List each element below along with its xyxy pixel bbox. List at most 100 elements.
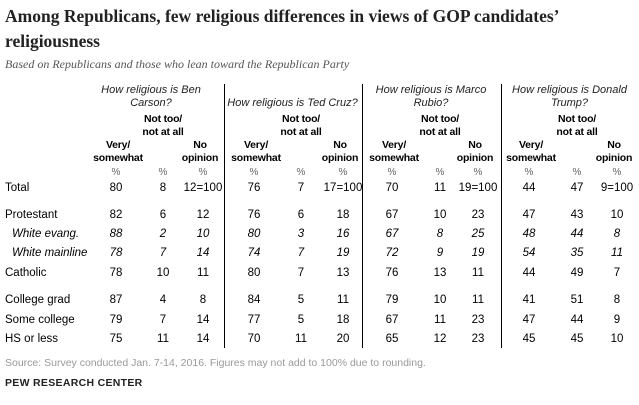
unit-label: %	[387, 167, 397, 178]
table-cell: 10	[433, 209, 447, 221]
table-cell: 7	[613, 267, 621, 279]
table-cell: 77	[247, 314, 261, 326]
table-cell: 67	[385, 228, 399, 240]
table-cell: 11	[434, 182, 446, 194]
table-cell: 75	[109, 333, 123, 345]
table-cell: 80	[247, 267, 261, 279]
chart-subtitle: Based on Republicans and those who lean …	[5, 57, 350, 71]
row-label: Some college	[5, 314, 75, 326]
table-cell: 79	[109, 314, 123, 326]
table-cell: 6	[159, 209, 167, 221]
column-header: No opinion	[181, 139, 219, 164]
table-cell: 7	[159, 314, 167, 326]
table-cell: 43	[570, 209, 584, 221]
table-cell: 11	[434, 314, 446, 326]
table-cell: 10	[196, 228, 210, 240]
column-header: Very/ somewhat	[369, 139, 419, 164]
table-cell: 5	[297, 314, 305, 326]
table-cell: 78	[109, 247, 123, 259]
unit-label: %	[524, 167, 534, 178]
table-cell: 51	[570, 294, 584, 306]
table-cell: 87	[109, 294, 123, 306]
table-cell: 49	[570, 267, 584, 279]
source-note: Source: Survey conducted Jan. 7-14, 2016…	[5, 357, 426, 369]
table-cell: 79	[385, 294, 399, 306]
unit-label: %	[572, 167, 582, 178]
table-cell: 14	[196, 314, 210, 326]
table-cell: 4	[159, 294, 167, 306]
table-cell: 7	[297, 182, 305, 194]
unit-label: %	[296, 167, 306, 178]
table-cell: 17=100	[323, 182, 363, 194]
table-cell: 16	[336, 228, 350, 240]
table-cell: 19	[471, 247, 485, 259]
table-cell: 65	[385, 333, 399, 345]
table-cell: 76	[247, 182, 261, 194]
table-cell: 11	[157, 333, 169, 345]
table-cell: 10	[610, 333, 624, 345]
column-divider	[501, 84, 502, 348]
table-cell: 11	[337, 294, 349, 306]
table-cell: 2	[159, 228, 167, 240]
group-question: How religious is Marco Rubio?	[375, 84, 487, 109]
table-cell: 67	[385, 209, 399, 221]
org-name: PEW RESEARCH CENTER	[5, 377, 143, 389]
table-cell: 18	[336, 314, 350, 326]
row-label: White evang.	[12, 228, 80, 240]
unit-label: %	[111, 167, 121, 178]
table-cell: 9=100	[600, 182, 634, 194]
column-divider	[362, 84, 363, 348]
table-cell: 11	[472, 267, 484, 279]
table-cell: 7	[159, 247, 167, 259]
table-cell: 76	[385, 267, 399, 279]
column-header: No opinion	[456, 139, 494, 164]
table-cell: 11	[197, 267, 209, 279]
table-cell: 14	[196, 333, 210, 345]
table-cell: 23	[471, 209, 485, 221]
table-cell: 8	[436, 228, 444, 240]
unit-label: %	[612, 167, 622, 178]
table-cell: 47	[522, 314, 536, 326]
row-label: Catholic	[5, 267, 47, 279]
table-cell: 25	[471, 228, 485, 240]
table-cell: 11	[295, 333, 307, 345]
table-cell: 12	[433, 333, 447, 345]
column-header: No opinion	[321, 139, 359, 164]
table-cell: 45	[522, 333, 536, 345]
table-cell: 13	[433, 267, 447, 279]
unit-label: %	[249, 167, 259, 178]
table-cell: 45	[570, 333, 584, 345]
group-question: How religious is Ben Carson?	[101, 84, 201, 109]
table-cell: 14	[196, 247, 210, 259]
group-question: How religious is Ted Cruz?	[227, 97, 358, 109]
table-cell: 10	[610, 209, 624, 221]
table-cell: 8	[613, 228, 621, 240]
table-cell: 44	[570, 314, 584, 326]
row-label: Total	[5, 182, 30, 194]
table-cell: 23	[471, 314, 485, 326]
column-header: Not too/ not at all	[419, 113, 461, 138]
table-cell: 6	[297, 209, 305, 221]
table-cell: 44	[522, 182, 536, 194]
table-cell: 8	[159, 182, 167, 194]
table-cell: 9	[436, 247, 444, 259]
column-header: Very/ somewhat	[231, 139, 281, 164]
table-cell: 47	[570, 182, 584, 194]
table-cell: 12	[196, 209, 210, 221]
column-header: Not too/ not at all	[142, 113, 184, 138]
group-question: How religious is Donald Trump?	[512, 84, 627, 109]
table-cell: 20	[336, 333, 350, 345]
table-cell: 7	[297, 247, 305, 259]
row-label: White mainline	[12, 247, 88, 259]
row-label: HS or less	[5, 333, 59, 345]
table-cell: 78	[109, 267, 123, 279]
table-cell: 18	[336, 209, 350, 221]
table-cell: 19=100	[458, 182, 498, 194]
table-cell: 44	[522, 267, 536, 279]
table-cell: 88	[109, 228, 123, 240]
table-cell: 80	[109, 182, 123, 194]
table-cell: 5	[297, 294, 305, 306]
table-cell: 44	[570, 228, 584, 240]
table-cell: 67	[385, 314, 399, 326]
